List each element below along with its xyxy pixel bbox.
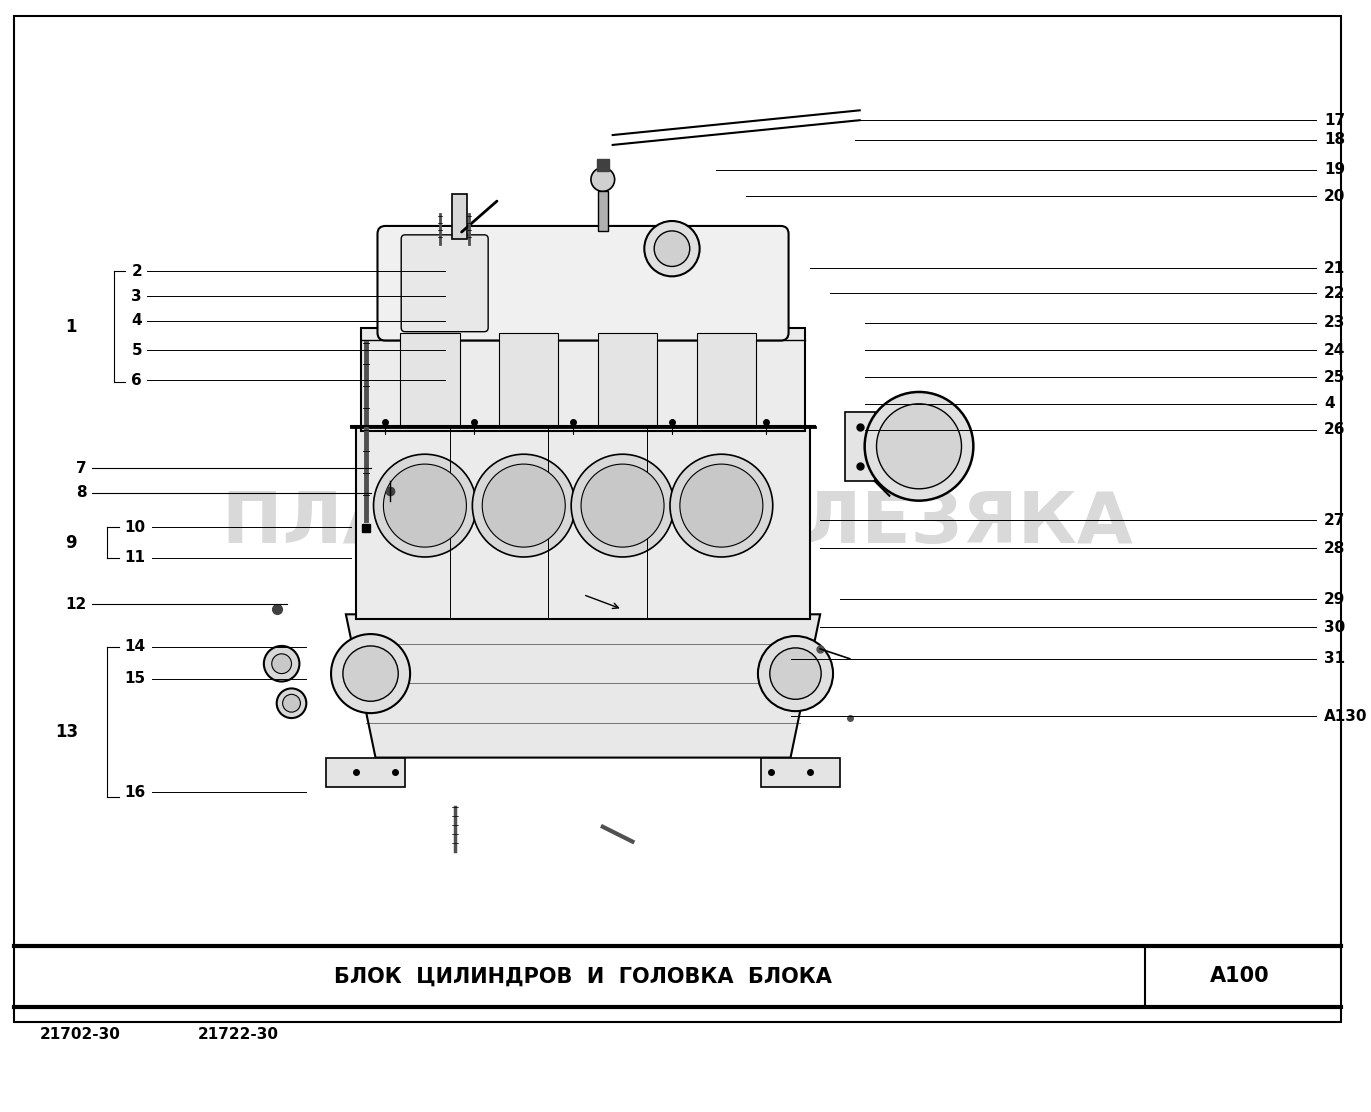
FancyBboxPatch shape — [402, 235, 488, 331]
Text: 15: 15 — [125, 671, 145, 686]
Bar — [845, 411, 875, 480]
Text: 11: 11 — [125, 550, 145, 566]
Bar — [761, 757, 840, 787]
Text: 21722-30: 21722-30 — [197, 1026, 278, 1042]
Circle shape — [591, 168, 614, 191]
Bar — [326, 757, 406, 787]
Circle shape — [876, 404, 961, 489]
Bar — [451, 195, 468, 239]
Bar — [598, 191, 607, 231]
Text: 7: 7 — [77, 460, 86, 476]
Text: 26: 26 — [1324, 423, 1346, 437]
Circle shape — [654, 231, 690, 267]
Circle shape — [473, 454, 574, 557]
Circle shape — [384, 464, 466, 547]
Circle shape — [271, 654, 292, 674]
Text: А130: А130 — [1324, 708, 1368, 724]
Bar — [499, 332, 558, 427]
FancyArrowPatch shape — [462, 201, 496, 232]
Text: 3: 3 — [132, 289, 143, 304]
Circle shape — [263, 646, 299, 682]
Circle shape — [865, 391, 973, 500]
FancyBboxPatch shape — [377, 226, 788, 340]
Text: 4: 4 — [1324, 396, 1335, 411]
Text: 17: 17 — [1324, 112, 1345, 128]
Text: 14: 14 — [125, 639, 145, 655]
Circle shape — [277, 688, 306, 718]
Text: 25: 25 — [1324, 369, 1345, 385]
Text: 6: 6 — [132, 373, 143, 388]
Text: ПЛАНЕТА  ЖЕЛЕЗЯКА: ПЛАНЕТА ЖЕЛЕЗЯКА — [222, 488, 1132, 557]
Text: 31: 31 — [1324, 652, 1345, 666]
Text: 22: 22 — [1324, 286, 1346, 300]
Text: 27: 27 — [1324, 513, 1345, 528]
Bar — [355, 427, 810, 619]
Text: 10: 10 — [125, 519, 145, 535]
Text: 9: 9 — [66, 534, 77, 552]
Text: 30: 30 — [1324, 619, 1345, 635]
Circle shape — [644, 221, 699, 277]
Text: 19: 19 — [1324, 162, 1345, 177]
Text: 2: 2 — [132, 264, 143, 279]
Circle shape — [343, 646, 398, 702]
Text: 5: 5 — [132, 342, 143, 358]
Bar — [696, 332, 755, 427]
Circle shape — [758, 636, 834, 712]
Text: 29: 29 — [1324, 592, 1345, 607]
Text: 4: 4 — [132, 314, 143, 328]
Circle shape — [483, 464, 565, 547]
Text: 21702-30: 21702-30 — [40, 1026, 121, 1042]
Text: 12: 12 — [66, 597, 86, 612]
Text: 24: 24 — [1324, 342, 1345, 358]
Text: БЛОК  ЦИЛИНДРОВ  И  ГОЛОВКА  БЛОКА: БЛОК ЦИЛИНДРОВ И ГОЛОВКА БЛОКА — [333, 966, 831, 986]
Text: 8: 8 — [77, 485, 86, 500]
Circle shape — [282, 694, 300, 712]
Bar — [361, 328, 805, 431]
Bar — [598, 332, 657, 427]
Circle shape — [670, 454, 773, 557]
Circle shape — [769, 648, 821, 699]
Text: 20: 20 — [1324, 189, 1345, 203]
Polygon shape — [345, 614, 820, 757]
Text: 28: 28 — [1324, 540, 1345, 556]
Circle shape — [373, 454, 476, 557]
Text: 1: 1 — [66, 318, 77, 336]
Text: А100: А100 — [1209, 966, 1270, 986]
Circle shape — [680, 464, 762, 547]
Text: 18: 18 — [1324, 132, 1345, 148]
Circle shape — [581, 464, 664, 547]
Bar — [400, 332, 459, 427]
Circle shape — [572, 454, 675, 557]
Text: 13: 13 — [56, 723, 78, 741]
Text: 23: 23 — [1324, 316, 1345, 330]
Text: 16: 16 — [125, 785, 145, 800]
Circle shape — [330, 634, 410, 713]
Text: 21: 21 — [1324, 261, 1345, 276]
